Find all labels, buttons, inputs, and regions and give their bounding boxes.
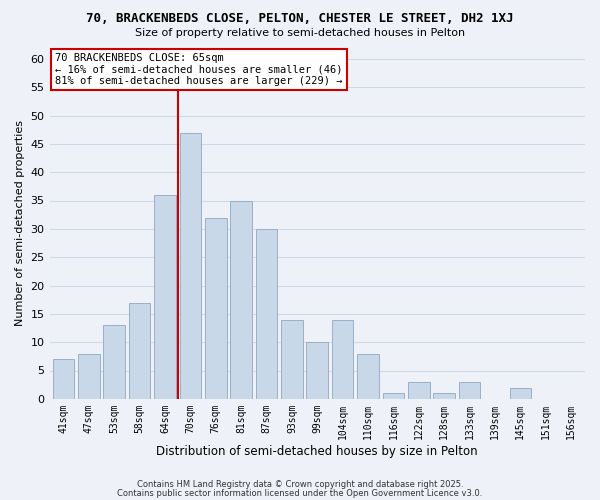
Text: Contains HM Land Registry data © Crown copyright and database right 2025.: Contains HM Land Registry data © Crown c… bbox=[137, 480, 463, 489]
Text: 70 BRACKENBEDS CLOSE: 65sqm
← 16% of semi-detached houses are smaller (46)
81% o: 70 BRACKENBEDS CLOSE: 65sqm ← 16% of sem… bbox=[55, 53, 343, 86]
Bar bbox=[230, 200, 252, 399]
Bar bbox=[256, 229, 277, 399]
Bar bbox=[383, 393, 404, 399]
Bar bbox=[509, 388, 531, 399]
Bar bbox=[129, 302, 151, 399]
Bar bbox=[307, 342, 328, 399]
Bar bbox=[103, 325, 125, 399]
Bar bbox=[281, 320, 302, 399]
X-axis label: Distribution of semi-detached houses by size in Pelton: Distribution of semi-detached houses by … bbox=[157, 444, 478, 458]
Bar bbox=[53, 359, 74, 399]
Bar bbox=[357, 354, 379, 399]
Bar bbox=[205, 218, 227, 399]
Y-axis label: Number of semi-detached properties: Number of semi-detached properties bbox=[15, 120, 25, 326]
Bar bbox=[408, 382, 430, 399]
Bar bbox=[459, 382, 481, 399]
Bar bbox=[433, 393, 455, 399]
Text: Contains public sector information licensed under the Open Government Licence v3: Contains public sector information licen… bbox=[118, 488, 482, 498]
Text: 70, BRACKENBEDS CLOSE, PELTON, CHESTER LE STREET, DH2 1XJ: 70, BRACKENBEDS CLOSE, PELTON, CHESTER L… bbox=[86, 12, 514, 26]
Bar bbox=[154, 195, 176, 399]
Bar bbox=[179, 132, 201, 399]
Bar bbox=[332, 320, 353, 399]
Bar bbox=[78, 354, 100, 399]
Text: Size of property relative to semi-detached houses in Pelton: Size of property relative to semi-detach… bbox=[135, 28, 465, 38]
